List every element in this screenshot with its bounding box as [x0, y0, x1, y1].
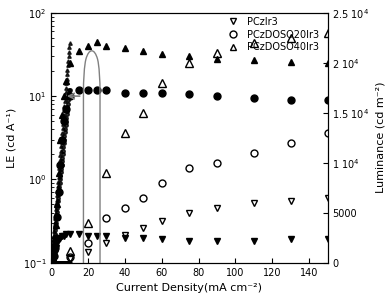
X-axis label: Current Density(mA cm⁻²): Current Density(mA cm⁻²): [116, 283, 262, 293]
Y-axis label: LE (cd A⁻¹): LE (cd A⁻¹): [7, 108, 17, 168]
Y-axis label: Luminance (cd m⁻²): Luminance (cd m⁻²): [375, 82, 385, 194]
Legend: PCzIr3, PCzDOSO20Ir3, PCzDOSO40Ir3: PCzIr3, PCzDOSO20Ir3, PCzDOSO40Ir3: [220, 13, 323, 56]
